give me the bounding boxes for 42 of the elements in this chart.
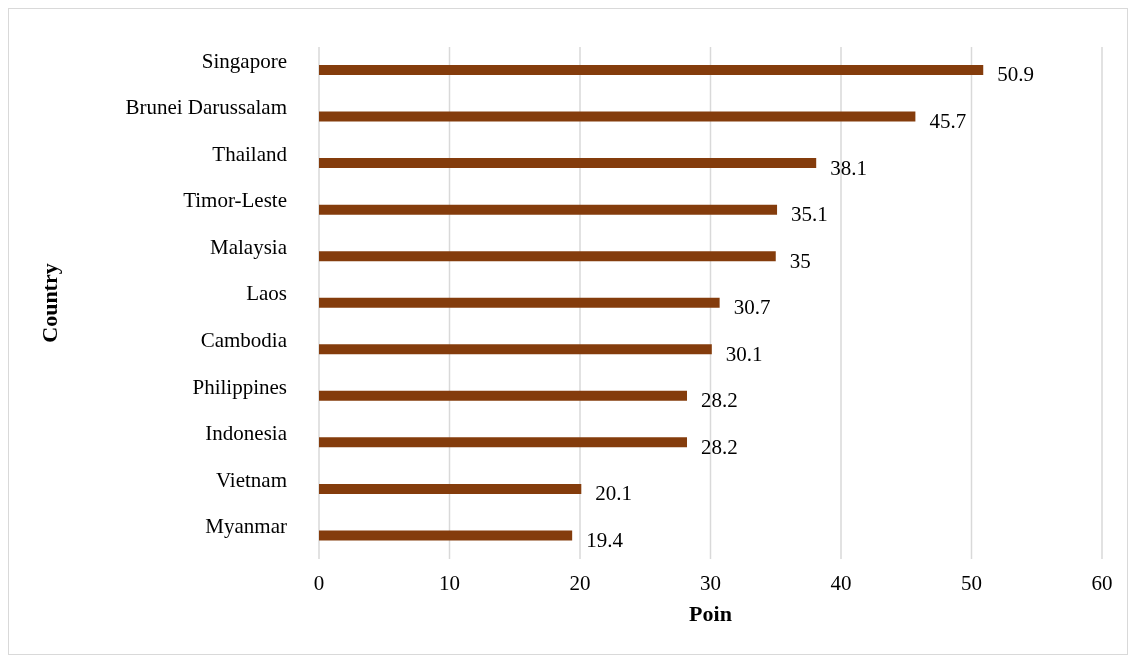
x-tick-label: 40: [830, 570, 852, 595]
y-tick-label: Philippines: [192, 374, 287, 399]
bar: [319, 530, 573, 541]
y-tick-label: Malaysia: [210, 234, 288, 259]
bar: [319, 158, 817, 169]
y-tick-label: Laos: [246, 281, 287, 306]
data-label: 35.1: [791, 202, 828, 227]
y-tick-label: Timor-Leste: [183, 188, 287, 213]
y-tick-label: Singapore: [201, 48, 287, 73]
bar: [319, 251, 776, 262]
data-label: 38.1: [830, 155, 867, 180]
data-label: 19.4: [586, 527, 624, 552]
y-tick-label: Myanmar: [205, 514, 287, 539]
data-label: 30.1: [725, 341, 763, 366]
bar: [319, 297, 720, 308]
y-axis-title: Country: [36, 263, 62, 343]
x-tick-label: 30: [700, 570, 721, 595]
data-label: 20.1: [595, 481, 633, 506]
data-label: 45.7: [929, 109, 967, 133]
y-tick-label: Vietnam: [215, 467, 287, 492]
y-tick-label: Indonesia: [205, 421, 288, 446]
y-tick-label: Thailand: [212, 141, 288, 166]
x-tick-label: 20: [569, 570, 591, 595]
x-tick-label: 50: [961, 570, 982, 595]
bar: [319, 344, 712, 355]
x-tick-label: 10: [439, 570, 460, 595]
bar: [319, 65, 984, 75]
x-tick-label: 0: [313, 570, 325, 595]
bar: [319, 437, 688, 448]
data-label: 35: [789, 248, 811, 273]
data-label: 50.9: [997, 62, 1034, 87]
data-label: 30.7: [733, 295, 771, 320]
data-label: 28.2: [701, 388, 738, 413]
y-tick-label: Brunei Darussalam: [125, 95, 287, 120]
bar: [319, 390, 688, 401]
bar: [319, 204, 778, 215]
x-axis-title: Poin: [689, 601, 732, 626]
data-label: 28.2: [701, 434, 738, 459]
bar: [319, 483, 582, 494]
y-tick-label: Cambodia: [200, 328, 288, 352]
bar: [319, 111, 916, 122]
x-tick-label: 60: [1091, 570, 1113, 595]
